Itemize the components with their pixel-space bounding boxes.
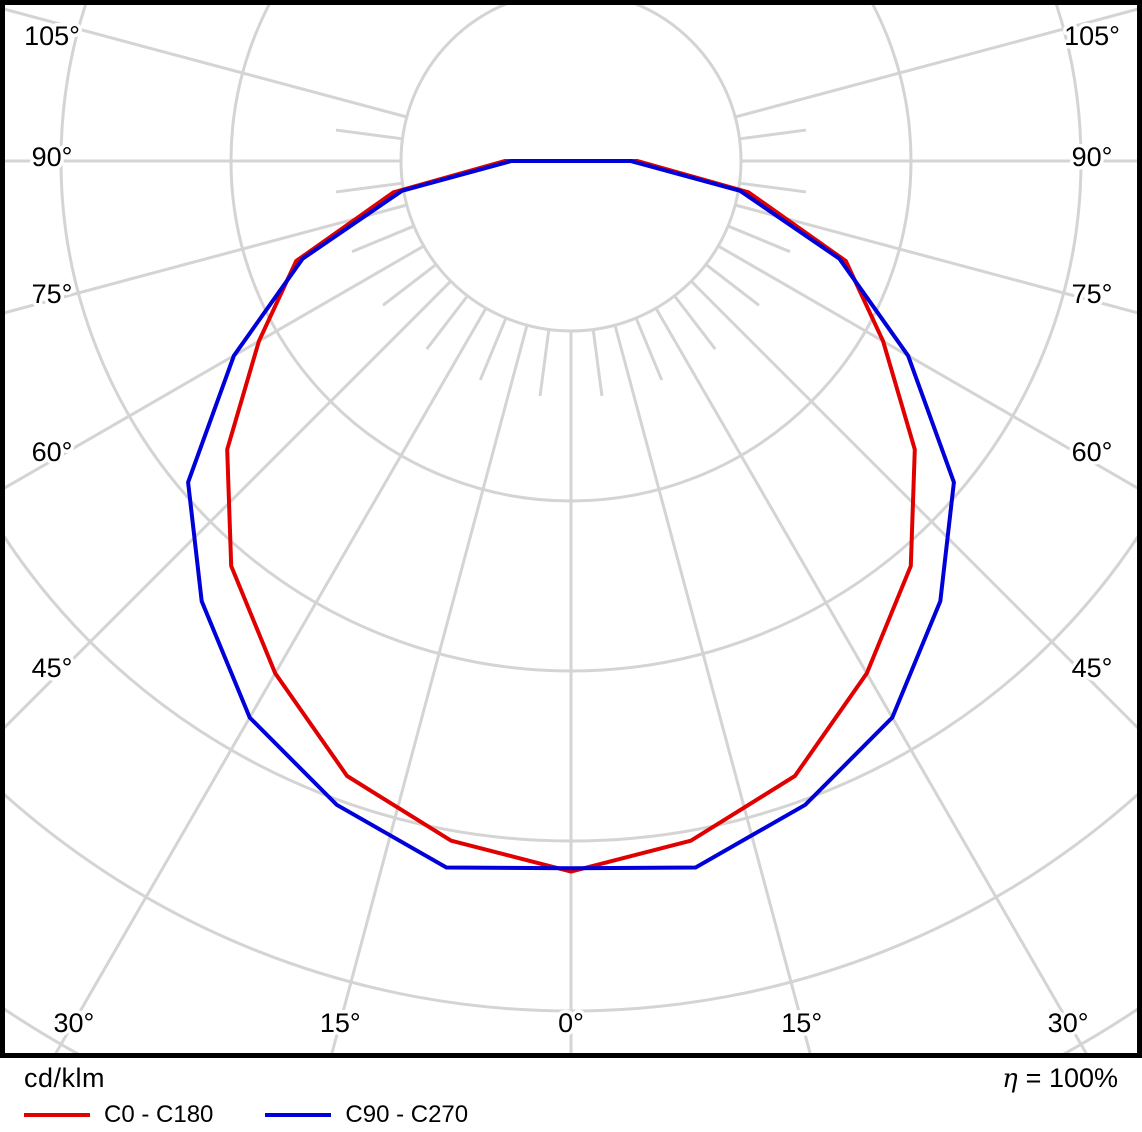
angle-label: 75°	[32, 279, 73, 309]
grid-minor-tick	[382, 263, 438, 307]
angle-labels: 0° 15° 15° 30° 30° 45° 45° 60° 60° 75° 75° 90° 90° 10…	[21, 18, 1124, 1042]
angle-label: 60°	[1072, 437, 1113, 467]
legend-label: C90 - C270	[345, 1101, 469, 1128]
grid-minor-tick	[351, 224, 415, 254]
grid-ray	[54, 307, 488, 1053]
angle-label: 60°	[32, 437, 73, 467]
grid-ray	[5, 7, 408, 119]
angle-label: 45°	[32, 653, 73, 683]
grid-ray	[717, 244, 1137, 490]
angle-label: 15°	[320, 1008, 361, 1038]
legend-item: C90 - C270	[265, 1102, 468, 1128]
angle-label: 105°	[1064, 21, 1120, 51]
grid-ray	[690, 280, 1137, 730]
polar-chart: 0° 15° 15° 30° 30° 45° 45° 60° 60° 75° 75° 90° 90° 10…	[0, 0, 1142, 1058]
grid-minor-tick	[739, 128, 807, 141]
grid-minor-tick	[591, 329, 604, 397]
angle-label: 0°	[558, 1008, 584, 1038]
grid-ray	[734, 7, 1137, 119]
grid-minor-tick	[538, 329, 551, 397]
polar-chart-svg: 0° 15° 15° 30° 30° 45° 45° 60° 60° 75° 75° 90° 90° 10…	[0, 0, 1142, 1058]
plot-border	[0, 0, 1142, 1058]
grid-ray	[654, 307, 1088, 1053]
chart-legend: C0 - C180 C90 - C270	[24, 1102, 1118, 1128]
angle-label: 90°	[32, 142, 73, 172]
grid-minor-tick	[634, 317, 664, 381]
angle-label: 15°	[781, 1008, 822, 1038]
efficiency-value: = 100%	[1025, 1063, 1118, 1093]
grid-ray	[613, 324, 812, 1053]
angle-label: 30°	[53, 1008, 94, 1038]
legend-line-swatch	[265, 1113, 332, 1117]
grid-ray	[330, 324, 529, 1053]
angle-label: 75°	[1072, 279, 1113, 309]
grid-minor-tick	[739, 181, 807, 194]
polar-grid	[5, 5, 1137, 1053]
chart-footer: cd/klm η = 100% C0 - C180 C90 - C270	[0, 1058, 1142, 1132]
eta-symbol: η	[1002, 1064, 1018, 1094]
grid-minor-tick	[727, 224, 791, 254]
grid-minor-tick	[478, 317, 508, 381]
grid-ray	[5, 203, 408, 315]
grid-ray	[5, 280, 452, 730]
legend-line-swatch	[24, 1113, 90, 1117]
grid-ray	[734, 203, 1137, 315]
legend-item: C0 - C180	[24, 1102, 213, 1128]
legend-label: C0 - C180	[104, 1101, 214, 1128]
angle-label: 30°	[1048, 1008, 1089, 1038]
units-label: cd/klm	[24, 1063, 106, 1093]
footer-top-row: cd/klm η = 100%	[24, 1063, 1118, 1094]
angle-label: 90°	[1072, 142, 1113, 172]
angle-label: 45°	[1072, 653, 1113, 683]
grid-minor-tick	[335, 181, 403, 194]
grid-minor-tick	[335, 128, 403, 141]
grid-ray	[5, 244, 425, 490]
grid-minor-tick	[673, 294, 717, 350]
efficiency-label: η = 100%	[1002, 1063, 1118, 1094]
grid-ring	[399, 5, 743, 333]
grid-minor-tick	[704, 263, 760, 307]
curve-c90-c270	[186, 159, 956, 871]
grid-minor-tick	[425, 294, 469, 350]
angle-label: 105°	[24, 21, 80, 51]
